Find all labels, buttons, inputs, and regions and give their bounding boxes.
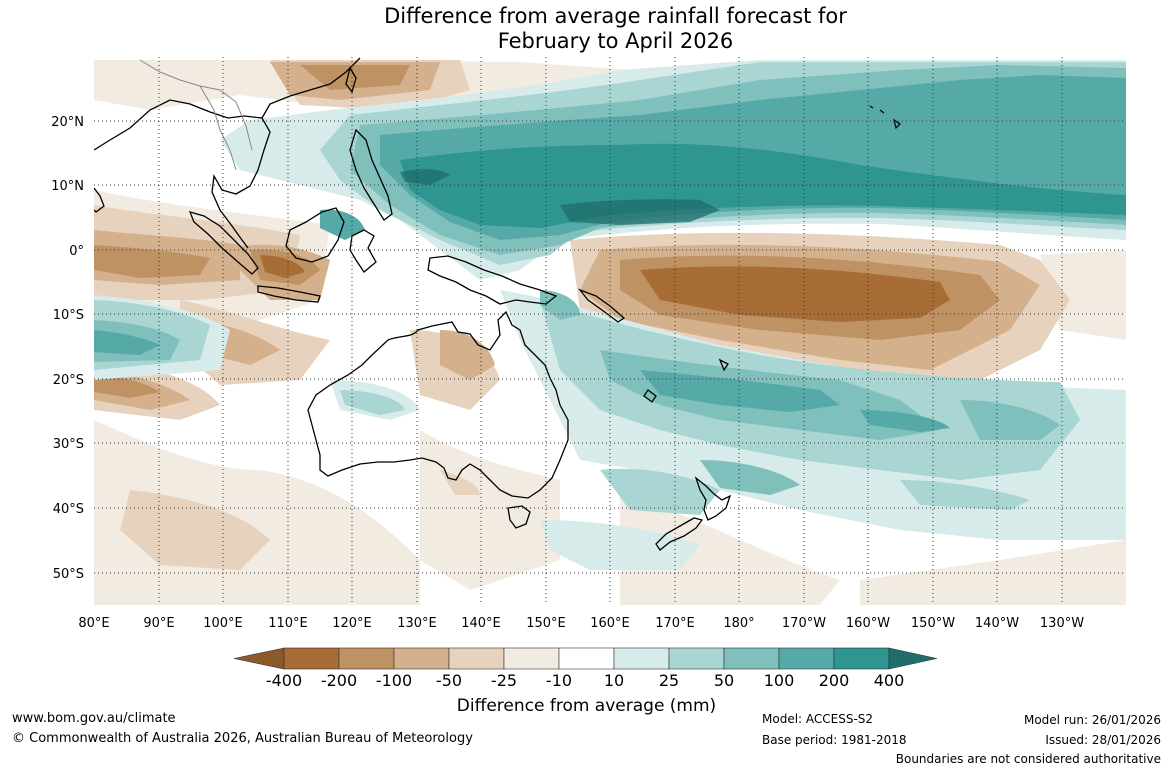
solomon-islands-coastline <box>578 288 626 323</box>
lon-label: 150°W <box>911 616 955 631</box>
colorbar-bin <box>503 647 560 670</box>
lon-label: 160°W <box>846 616 890 631</box>
dry-patches-200 <box>260 255 950 322</box>
australia-coastline <box>307 310 569 499</box>
lon-label: 170°W <box>782 616 826 631</box>
asia-mainland-coastline <box>94 57 361 249</box>
colorbar-tick: 10 <box>604 671 624 690</box>
lon-label: 140°E <box>461 616 501 631</box>
colorbar-tick: -100 <box>376 671 412 690</box>
longitude-labels: 80°E 90°E 100°E 110°E 120°E 130°E 140°E … <box>78 616 1084 631</box>
lon-label: 140°W <box>975 616 1019 631</box>
website-link[interactable]: www.bom.gov.au/climate <box>12 711 176 726</box>
new-guinea-coastline <box>427 255 558 305</box>
lat-label: 30°S <box>53 437 84 452</box>
colorbar-ticks: -400 -200 -100 -50 -25 -10 10 25 50 100 … <box>266 671 904 690</box>
lat-label: 0° <box>69 244 84 259</box>
country-borders <box>139 59 253 171</box>
colorbar-bin <box>448 647 505 670</box>
colorbar-arrow-high <box>888 647 938 670</box>
colorbar-bin <box>338 647 395 670</box>
colorbar-bin <box>833 647 890 670</box>
colorbar-bin <box>668 647 725 670</box>
graticule <box>94 57 1126 605</box>
colorbar-bin <box>558 647 615 670</box>
colorbar-tick: -25 <box>491 671 517 690</box>
lat-label: 50°S <box>53 567 84 582</box>
lat-label: 20°S <box>53 373 84 388</box>
colorbar-tick: 100 <box>764 671 795 690</box>
colorbar-tick: -10 <box>546 671 572 690</box>
java-coastline <box>257 285 321 303</box>
colorbar-tick: 50 <box>714 671 734 690</box>
lon-label: 150°E <box>526 616 566 631</box>
colorbar-tick: 200 <box>819 671 850 690</box>
lat-label: 10°S <box>53 308 84 323</box>
lon-label: 80°E <box>78 616 109 631</box>
borneo-coastline <box>285 207 345 263</box>
taiwan-coastline <box>345 66 357 94</box>
base-period-text: Base period: 1981-2018 <box>762 733 907 747</box>
model-text: Model: ACCESS-S2 <box>762 712 874 726</box>
title-line1: Difference from average rainfall forecas… <box>384 4 847 28</box>
lon-label: 180° <box>723 616 754 631</box>
copyright-text: © Commonwealth of Australia 2026, Austra… <box>12 731 473 746</box>
colorbar-bin <box>393 647 450 670</box>
map-title: Difference from average rainfall forecas… <box>0 4 1173 54</box>
colorbar-swatches <box>233 647 938 670</box>
colorbar-bin <box>723 647 780 670</box>
vanuatu-fiji-coastline <box>643 358 729 403</box>
lon-label: 160°E <box>590 616 630 631</box>
lon-label: 90°E <box>143 616 174 631</box>
lat-label: 40°S <box>53 502 84 517</box>
issued-text: Issued: 28/01/2026 <box>1045 733 1161 747</box>
coastlines <box>94 57 732 551</box>
philippines-coastline <box>349 128 393 221</box>
lon-label: 130°W <box>1040 616 1084 631</box>
colorbar-tick: -50 <box>436 671 462 690</box>
lon-label: 170°E <box>655 616 695 631</box>
colorbar-bin <box>778 647 835 670</box>
sumatra-coastline <box>188 211 259 275</box>
new-zealand-north-coastline <box>694 476 732 521</box>
title-line2: February to April 2026 <box>497 29 734 53</box>
india-coastline <box>94 187 105 213</box>
colorbar-bin <box>613 647 670 670</box>
hawaii-coastline <box>869 105 901 130</box>
lon-label: 120°E <box>332 616 372 631</box>
colorbar-tick: -200 <box>321 671 357 690</box>
colorbar-arrow-low <box>233 647 285 670</box>
map-plot-area <box>94 57 1126 605</box>
colorbar-tick: 400 <box>874 671 905 690</box>
lon-label: 130°E <box>397 616 437 631</box>
tasmania-coastline <box>507 505 531 529</box>
wet-patches-400 <box>400 169 720 225</box>
colorbar-tick: -400 <box>266 671 302 690</box>
lon-label: 100°E <box>203 616 243 631</box>
lat-label: 20°N <box>51 115 84 130</box>
colorbar-bin <box>283 647 340 670</box>
new-zealand-south-coastline <box>655 517 704 551</box>
colorbar-tick: 25 <box>659 671 679 690</box>
disclaimer-text: Boundaries are not considered authoritat… <box>895 752 1161 766</box>
colorbar-label: Difference from average (mm) <box>456 696 717 716</box>
lat-label: 10°N <box>51 179 84 194</box>
model-run-text: Model run: 26/01/2026 <box>1023 713 1161 727</box>
lon-label: 110°E <box>268 616 308 631</box>
latitude-labels: 20°N 10°N 0° 10°S 20°S 30°S 40°S 50°S <box>51 115 84 582</box>
colorbar: -400 -200 -100 -50 -25 -10 10 25 50 100 … <box>233 647 938 690</box>
